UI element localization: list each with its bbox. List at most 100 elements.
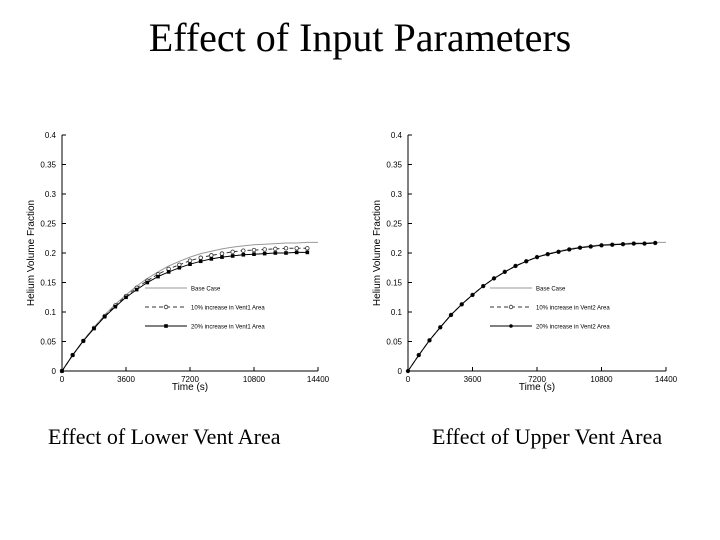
data-point: [220, 255, 224, 259]
legend-entry: 20% increase in Vent1 Area: [191, 325, 265, 331]
data-point: [631, 241, 636, 246]
data-point: [70, 353, 75, 357]
data-point: [438, 325, 443, 330]
data-point: [567, 247, 572, 252]
data-point: [241, 248, 246, 253]
data-point: [102, 314, 107, 319]
x-tick-label: 14400: [307, 375, 330, 384]
y-tick-label: 0.25: [386, 220, 402, 229]
data-point: [251, 247, 257, 253]
data-point: [416, 353, 421, 357]
y-tick-label: 0.1: [391, 308, 403, 317]
y-axis-label: Helium Volume Fraction: [372, 200, 383, 306]
y-tick-label: 0.1: [45, 308, 57, 317]
x-tick-label: 14400: [655, 375, 678, 384]
y-tick-label: 0.25: [40, 220, 56, 229]
data-point: [81, 339, 86, 343]
data-point: [252, 252, 256, 256]
data-point: [230, 249, 235, 255]
data-point: [305, 246, 310, 251]
data-point: [230, 254, 235, 258]
y-tick-label: 0.15: [386, 279, 402, 288]
data-point: [621, 242, 625, 246]
data-point: [427, 338, 432, 343]
data-point: [198, 259, 203, 264]
y-tick-label: 0.2: [391, 249, 403, 258]
data-point: [166, 270, 171, 274]
y-tick-label: 0.05: [40, 338, 56, 347]
data-point: [284, 251, 288, 255]
x-tick-label: 3600: [117, 375, 135, 384]
data-point: [492, 276, 496, 281]
y-tick-label: 0: [52, 367, 57, 376]
legend-entry: 10% increase in Vent1 Area: [191, 306, 265, 312]
data-point: [406, 369, 410, 373]
y-tick-label: 0.15: [40, 279, 56, 288]
data-point: [470, 293, 475, 297]
data-point: [524, 259, 529, 264]
caption-upper-vent: Effect of Upper Vent Area: [432, 424, 663, 449]
legend-marker: [164, 324, 168, 328]
data-point: [556, 250, 561, 254]
data-point: [188, 262, 192, 267]
y-tick-label: 0.35: [40, 161, 56, 170]
y-axis-label: Helium Volume Fraction: [26, 200, 37, 306]
y-tick-label: 0.4: [391, 131, 403, 140]
legend-marker: [508, 304, 514, 310]
data-point: [209, 257, 214, 261]
y-tick-label: 0: [398, 367, 403, 376]
data-point: [177, 265, 182, 270]
y-tick-label: 0.2: [45, 249, 57, 258]
data-point: [449, 313, 453, 317]
x-tick-label: 0: [60, 375, 65, 384]
data-point: [599, 243, 604, 248]
data-point: [459, 302, 464, 307]
data-point: [134, 287, 139, 292]
data-point: [294, 250, 299, 255]
data-point: [305, 250, 310, 255]
data-point: [262, 247, 267, 252]
x-tick-label: 7200: [528, 375, 546, 384]
data-point: [578, 245, 582, 250]
y-tick-label: 0.4: [45, 131, 57, 140]
y-tick-label: 0.3: [45, 190, 57, 199]
y-tick-label: 0.05: [386, 338, 402, 347]
legend-entry: 10% increase in Vent2 Area: [536, 306, 610, 312]
caption-lower-vent: Effect of Lower Vent Area: [48, 424, 281, 449]
legend-entry: 20% increase in Vent2 Area: [536, 325, 610, 331]
x-tick-label: 0: [406, 375, 411, 384]
data-point: [294, 246, 299, 251]
series-line: [407, 242, 656, 372]
x-tick-label: 3600: [464, 375, 482, 384]
y-tick-label: 0.3: [391, 190, 403, 199]
data-point: [283, 246, 289, 251]
data-point: [653, 241, 658, 245]
data-point: [145, 280, 150, 285]
series-line: [407, 242, 656, 372]
data-point: [124, 295, 128, 300]
x-tick-label: 7200: [181, 375, 199, 384]
data-point: [588, 244, 593, 249]
data-point: [535, 255, 539, 259]
data-point: [502, 270, 507, 274]
legend-entry: Base Case: [191, 287, 221, 293]
data-point: [481, 284, 486, 288]
data-point: [262, 251, 267, 256]
x-axis-label: Time (s): [519, 382, 555, 393]
data-point: [60, 369, 64, 373]
data-point: [610, 242, 615, 247]
data-point: [545, 252, 550, 256]
data-point: [241, 252, 246, 257]
slide-title: Effect of Input Parameters: [148, 15, 572, 60]
x-tick-label: 10800: [590, 375, 613, 384]
data-point: [92, 326, 96, 331]
legend-entry: Base Case: [536, 287, 566, 293]
legend-marker: [509, 324, 513, 328]
data-point: [273, 251, 278, 255]
x-axis-label: Time (s): [172, 382, 208, 393]
y-tick-label: 0.35: [386, 161, 402, 170]
x-tick-label: 10800: [243, 375, 266, 384]
legend-marker: [163, 304, 169, 310]
